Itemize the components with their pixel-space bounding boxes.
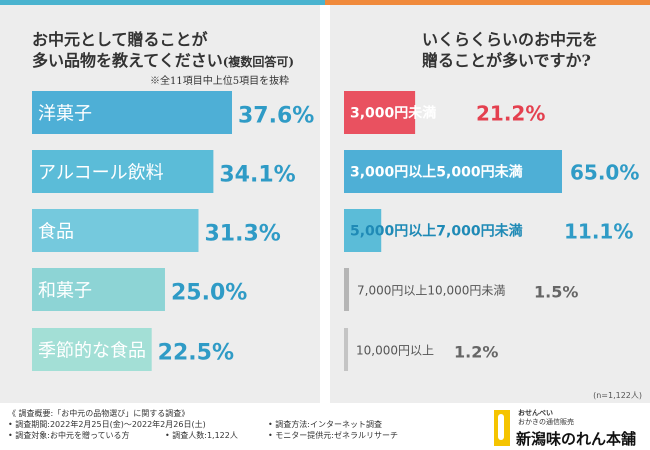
left-bar-label-3: 食品	[38, 222, 74, 243]
sample-size-note: (n=1,122人)	[593, 391, 642, 400]
left-bar-value-4: 25.0%	[171, 281, 247, 306]
right-bar-label-3: 5,000円以上7,000円未満	[350, 223, 523, 240]
right-bar-label-5: 10,000円以上	[356, 344, 434, 358]
right-bar-value-4: 1.5%	[534, 283, 578, 302]
right-bar-1	[344, 91, 416, 134]
right-bar-4	[344, 268, 350, 311]
left-bar-value-3: 31.3%	[204, 222, 280, 247]
top-accent-bar-right	[325, 0, 650, 5]
right-chart-panel: いくらくらいのお中元を 贈ることが多いですか?	[330, 5, 650, 403]
left-chart-note: ※全11項目中上位5項目を抜粋	[150, 76, 290, 87]
logo-subtitle-2: おかきの通信販売	[518, 418, 574, 426]
right-bar-value-1: 21.2%	[476, 102, 545, 126]
footer-method: • 調査方法:インターネット調査	[268, 420, 382, 429]
left-bar-1	[32, 91, 232, 134]
left-bar-label-5: 季節的な食品	[38, 341, 146, 362]
right-bar-value-3: 11.1%	[564, 220, 633, 244]
left-bar-2	[32, 150, 214, 193]
right-chart-title: いくらくらいのお中元を 贈ることが多いですか?	[422, 29, 598, 71]
right-bar-5	[344, 328, 349, 371]
right-bar-2	[344, 150, 562, 193]
left-bar-value-5: 22.5%	[158, 341, 234, 366]
left-bar-label-2: アルコール飲料	[38, 163, 164, 184]
right-bar-label-4: 7,000円以上10,000円未満	[357, 284, 505, 298]
right-bar-value-2: 65.0%	[570, 161, 639, 185]
footer-overview: 《 調査概要:「お中元の品物選び」に関する調査》	[8, 409, 190, 418]
footer-provider: • モニター提供元:ゼネラルリサーチ	[268, 431, 398, 440]
footer-target: • 調査対象:お中元を贈っている方	[8, 431, 130, 440]
brand-logo: おせんべい おかきの通信販売 新潟味のれん本舗	[494, 408, 644, 448]
logo-subtitle-1: おせんべい	[518, 409, 553, 417]
left-bar-value-2: 34.1%	[219, 163, 295, 188]
right-bar-3	[344, 209, 382, 252]
left-chart-panel: お中元として贈ることが 多い品物を教えてください(複数回答可) ※全11項目中上…	[0, 5, 320, 403]
right-title-line2: 贈ることが多いですか?	[422, 51, 591, 70]
right-title-line1: いくらくらいのお中元を	[422, 30, 599, 49]
left-bar-label-4: 和菓子	[38, 281, 92, 302]
left-title-line2: 多い品物を教えてください	[32, 51, 223, 70]
right-bar-label-2: 3,000円以上5,000円未満	[350, 164, 523, 181]
logo-mark-icon	[494, 410, 510, 446]
left-title-suffix: (複数回答可)	[222, 55, 295, 69]
logo-name: 新潟味のれん本舗	[516, 430, 637, 448]
left-bar-label-1: 洋菓子	[38, 104, 92, 125]
footer-count: • 調査人数:1,122人	[165, 431, 238, 440]
right-bar-label-1: 3,000円未満	[350, 105, 436, 122]
left-chart-title: お中元として贈ることが 多い品物を教えてください(複数回答可)	[32, 29, 294, 73]
left-title-line1: お中元として贈ることが	[32, 30, 208, 49]
footer-period: • 調査期間:2022年2月25日(金)〜2022年2月26日(土)	[8, 420, 206, 429]
left-bar-value-1: 37.6%	[238, 104, 314, 129]
top-accent-bar-left	[0, 0, 325, 5]
left-bar-5	[32, 328, 152, 371]
left-bar-3	[32, 209, 199, 252]
left-bar-4	[32, 268, 165, 311]
right-bar-value-5: 1.2%	[454, 343, 498, 362]
